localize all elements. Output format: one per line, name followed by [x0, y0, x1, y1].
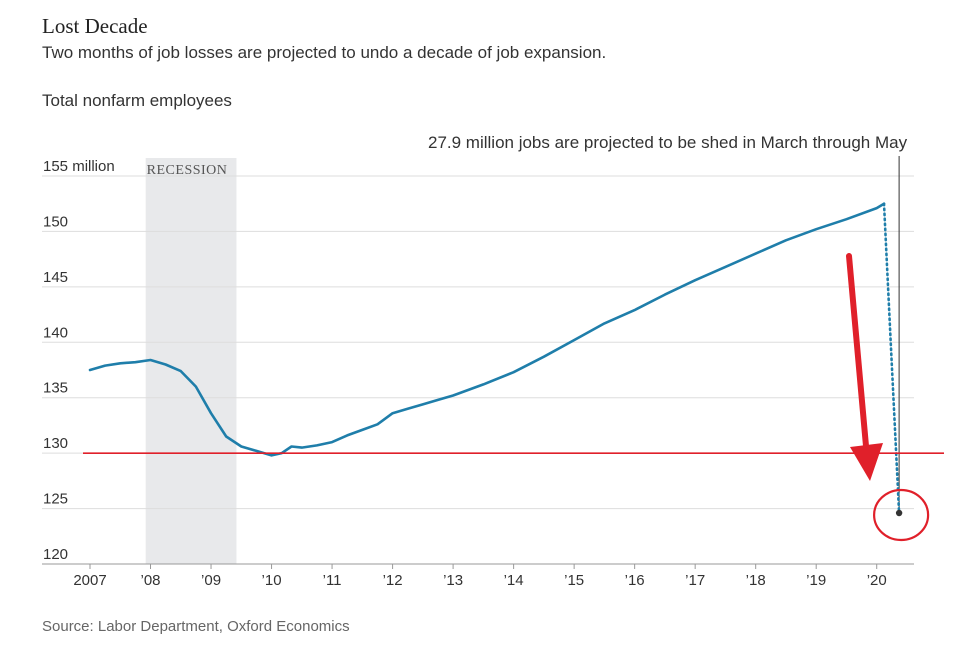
x-tick-label: ’09 [201, 572, 221, 589]
x-tick-label: ’11 [323, 572, 342, 589]
y-tick-label: 150 [43, 213, 68, 230]
x-tick-label: ’14 [504, 572, 524, 589]
series-layer [88, 202, 903, 517]
x-tick-label: ’18 [746, 572, 766, 589]
x-tick-label: ’20 [867, 572, 887, 589]
highlight-arrow-head [850, 443, 883, 481]
highlight-circle [873, 488, 930, 542]
highlight-arrow-shaft [846, 253, 869, 449]
x-tick-label: ’12 [383, 572, 403, 589]
x-tick-label: ’10 [262, 572, 282, 589]
source-note: Source: Labor Department, Oxford Economi… [42, 618, 350, 635]
y-tick-label: 125 [43, 491, 68, 508]
y-tick-label: 140 [43, 324, 68, 341]
x-tick-label: ’17 [685, 572, 705, 589]
x-tick-label: ’13 [443, 572, 463, 589]
x-tick-label: 2007 [73, 572, 106, 589]
y-tick-label: 145 [43, 269, 68, 286]
annotation-layer: 27.9 million jobs are projected to be sh… [428, 133, 908, 514]
series-line-employees [88, 202, 886, 457]
y-tick-label: 135 [43, 380, 68, 397]
chart-title: Lost Decade [42, 14, 148, 38]
chart-subtitle: Two months of job losses are projected t… [42, 43, 607, 62]
recession-band-layer: RECESSION [145, 158, 237, 564]
recession-label: RECESSION [147, 163, 228, 178]
y-tick-labels: 155 million 150 145 140 135 130 125 120 [43, 158, 115, 563]
x-tick-label: ’08 [141, 572, 161, 589]
annotation-text: 27.9 million jobs are projected to be sh… [428, 133, 908, 152]
projection-end-point [895, 509, 903, 517]
x-tick-label: ’19 [806, 572, 826, 589]
x-tick-labels: 2007 ’08 ’09 ’10 ’11 ’12 ’13 ’14 ’15 ’16 ’17 ’18 ’19… [73, 572, 886, 589]
y-tick-label: 130 [43, 435, 68, 452]
x-tick-label: ’16 [625, 572, 645, 589]
y-axis-label: Total nonfarm employees [42, 91, 232, 110]
y-tick-label: 155 million [43, 158, 115, 175]
highlight-layer [83, 253, 944, 542]
x-tick-label: ’15 [564, 572, 584, 589]
projection-line [882, 202, 901, 515]
y-tick-label: 120 [43, 546, 68, 563]
recession-band [145, 158, 237, 564]
